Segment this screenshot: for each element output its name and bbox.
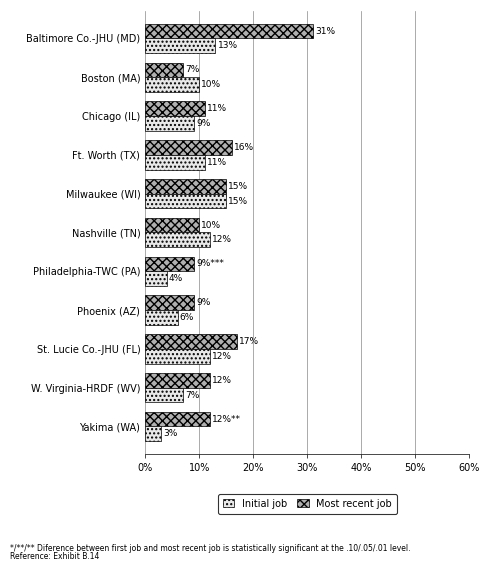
Bar: [145, 116, 194, 131]
Text: 12%**: 12%**: [212, 414, 241, 424]
Bar: [145, 77, 199, 92]
Text: */**/** Diference between first job and most recent job is statistically signifi: */**/** Diference between first job and …: [10, 544, 410, 553]
Bar: [145, 194, 226, 209]
Bar: [145, 39, 215, 53]
Text: 10%: 10%: [201, 80, 222, 89]
Text: 17%: 17%: [239, 337, 259, 346]
Bar: [145, 412, 210, 426]
Bar: [145, 310, 178, 325]
Text: Reference: Exhibit B.14: Reference: Exhibit B.14: [10, 552, 99, 561]
Bar: [145, 24, 313, 39]
Text: 12%: 12%: [212, 376, 232, 385]
Text: 12%: 12%: [212, 235, 232, 244]
Text: 7%: 7%: [185, 65, 199, 74]
Text: 13%: 13%: [218, 41, 238, 50]
Bar: [145, 140, 232, 155]
Text: 6%: 6%: [180, 313, 194, 322]
Text: 10%: 10%: [201, 221, 222, 230]
Text: 11%: 11%: [207, 104, 227, 113]
Text: 9%: 9%: [196, 119, 211, 128]
Text: 9%: 9%: [196, 298, 211, 307]
Text: 11%: 11%: [207, 158, 227, 167]
Text: 16%: 16%: [234, 143, 254, 152]
Bar: [145, 426, 161, 441]
Text: 15%: 15%: [228, 182, 249, 191]
Bar: [145, 232, 210, 247]
Bar: [145, 334, 237, 349]
Bar: [145, 155, 205, 170]
Bar: [145, 101, 205, 116]
Legend: Initial job, Most recent job: Initial job, Most recent job: [218, 494, 397, 514]
Bar: [145, 388, 183, 403]
Text: 9%***: 9%***: [196, 259, 224, 268]
Text: 7%: 7%: [185, 391, 199, 400]
Bar: [145, 373, 210, 388]
Text: 4%: 4%: [169, 274, 183, 283]
Bar: [145, 62, 183, 77]
Bar: [145, 271, 167, 286]
Text: 31%: 31%: [315, 27, 335, 36]
Bar: [145, 295, 194, 310]
Bar: [145, 218, 199, 232]
Text: 12%: 12%: [212, 352, 232, 361]
Bar: [145, 179, 226, 194]
Text: 3%: 3%: [164, 429, 178, 438]
Text: 15%: 15%: [228, 197, 249, 206]
Bar: [145, 256, 194, 271]
Bar: [145, 349, 210, 363]
